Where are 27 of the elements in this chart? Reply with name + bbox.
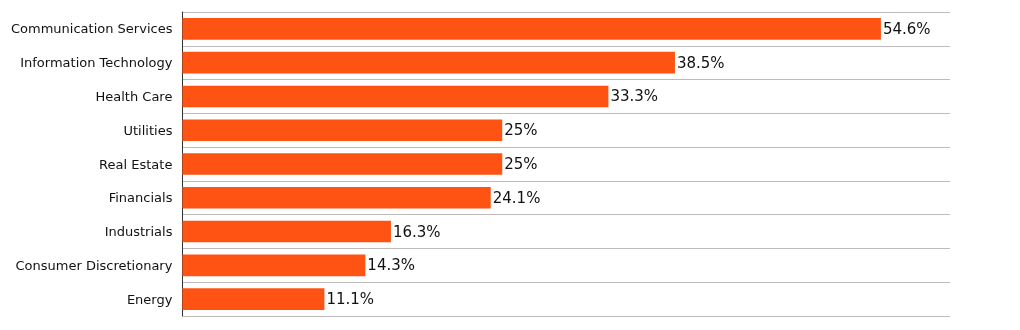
data-label: 16.3% [392, 222, 441, 241]
bar [182, 85, 609, 108]
bar [182, 186, 491, 209]
data-label: 24.1% [492, 188, 541, 207]
bar [182, 18, 881, 40]
y-tick-label: Industrials [104, 224, 173, 240]
y-tick-label: Real Estate [99, 156, 173, 172]
data-label: 33.3% [610, 87, 659, 106]
y-tick-label: Information Technology [20, 55, 173, 71]
bar [182, 153, 503, 175]
data-label: 11.1% [326, 290, 375, 309]
bar [182, 288, 325, 310]
data-label: 14.3% [367, 256, 416, 275]
y-tick-label: Communication Services [10, 21, 173, 37]
bar [182, 51, 675, 74]
data-label: 54.6% [882, 19, 931, 38]
bar [182, 119, 503, 142]
bar [182, 254, 366, 277]
y-tick-label: Financials [108, 190, 173, 206]
bar [182, 220, 391, 243]
data-label: 25% [504, 155, 538, 173]
data-label: 25% [504, 121, 538, 140]
y-tick-label: Utilities [123, 122, 173, 138]
y-tick-label: Energy [126, 291, 173, 307]
data-label: 38.5% [676, 53, 725, 72]
y-tick-label: Consumer Discretionary [15, 257, 173, 273]
y-tick-label: Health Care [95, 88, 173, 104]
